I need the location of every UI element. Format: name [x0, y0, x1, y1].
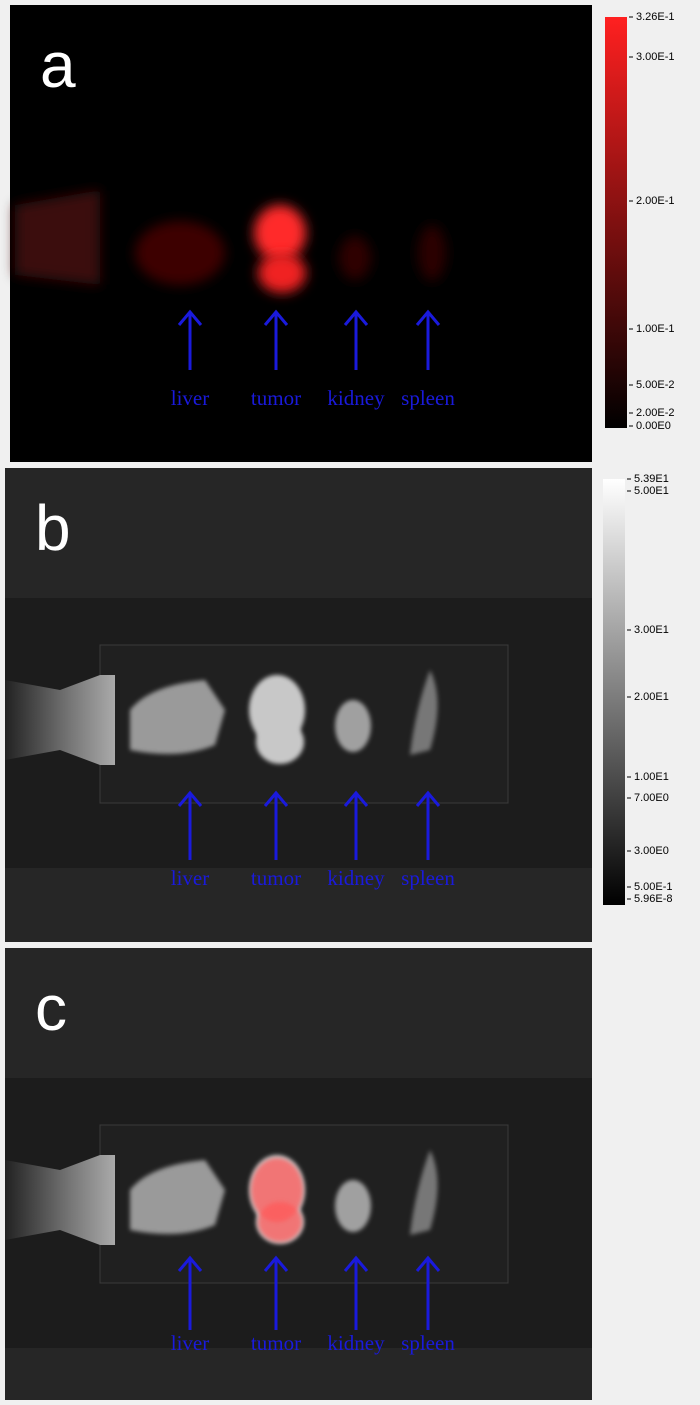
organ-label: liver	[171, 1331, 209, 1355]
colorbar-tick-label: 3.26E-1	[636, 11, 675, 23]
tumor-signal	[258, 253, 306, 293]
panel-label: c	[35, 972, 67, 1044]
panel-label: b	[35, 492, 71, 564]
kidney-signal	[339, 236, 371, 280]
figure: a liver tumor kidney spleen 3.26E-1 3.00E-1 2.0…	[0, 0, 700, 1405]
organ-label: tumor	[251, 866, 301, 890]
colorbar-tick-label: 5.39E1	[634, 473, 669, 485]
colorbar-tick-label: 5.96E-8	[634, 893, 673, 905]
organ-label: kidney	[327, 1331, 385, 1355]
panel-label: a	[40, 29, 76, 101]
colorbar-tick-label: 2.00E1	[634, 691, 669, 703]
nozzle-glow	[15, 190, 100, 285]
kidney	[335, 1180, 371, 1232]
organ-label: spleen	[401, 386, 455, 410]
organ-label: tumor	[251, 386, 301, 410]
colorbar-tick-label: 0.00E0	[636, 420, 671, 432]
panel: a liver tumor kidney spleen 3.26E-1 3.00E-1 2.0…	[10, 5, 675, 462]
colorbar-tick-label: 2.00E-2	[636, 407, 675, 419]
colorbar-tick-label: 5.00E-1	[634, 881, 673, 893]
organ-label: spleen	[401, 866, 455, 890]
colorbar-tick-label: 7.00E0	[634, 792, 669, 804]
colorbar-tick-label: 3.00E1	[634, 624, 669, 636]
colorbar-tick-label: 3.00E-1	[636, 51, 675, 63]
organ-label: spleen	[401, 1331, 455, 1355]
spleen-signal	[418, 225, 446, 281]
organ-label: liver	[171, 866, 209, 890]
tumor	[256, 720, 304, 764]
colorbar-tick-label: 5.00E1	[634, 485, 669, 497]
tumor-signal	[254, 205, 306, 261]
organ-label: liver	[171, 386, 209, 410]
organ-label: kidney	[327, 386, 385, 410]
panel: c liver tumor kidney spleen	[5, 948, 592, 1400]
colorbar	[603, 479, 625, 905]
kidney	[335, 700, 371, 752]
organ-label: kidney	[327, 866, 385, 890]
organ-label: tumor	[251, 1331, 301, 1355]
tumor-signal	[258, 1202, 302, 1242]
liver-signal	[135, 221, 225, 285]
colorbar	[605, 17, 627, 428]
colorbar-tick-label: 1.00E-1	[636, 323, 675, 335]
colorbar-tick-label: 2.00E-1	[636, 195, 675, 207]
colorbar-tick-label: 3.00E0	[634, 845, 669, 857]
colorbar-tick-label: 1.00E1	[634, 771, 669, 783]
colorbar-tick-label: 5.00E-2	[636, 379, 675, 391]
